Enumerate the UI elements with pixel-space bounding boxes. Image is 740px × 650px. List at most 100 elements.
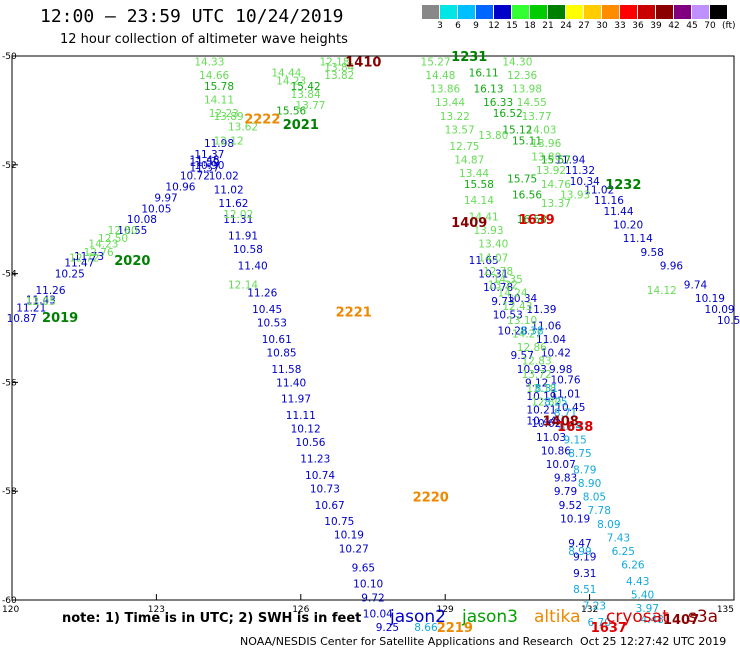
wave-height-value: 11.02 xyxy=(214,184,244,196)
wave-height-value: 8.79 xyxy=(573,464,596,476)
wave-height-value: 13.18 xyxy=(526,383,556,395)
pass-time-label: 2021 xyxy=(283,118,319,133)
wave-height-value: 11.73 xyxy=(74,251,104,263)
wave-height-value: 11.94 xyxy=(555,154,585,166)
scale-swatch xyxy=(566,5,583,19)
wave-height-value: 11.01 xyxy=(551,388,581,400)
wave-height-value: 10.45 xyxy=(252,304,282,316)
wave-height-value: 11.02 xyxy=(584,184,614,196)
wave-height-value: 10.55 xyxy=(117,225,147,237)
lon-tick-label: 126 xyxy=(292,605,309,615)
wave-height-value: 8.75 xyxy=(568,448,591,460)
wave-height-value: 15.57 xyxy=(541,154,571,166)
scale-label: 3 xyxy=(437,21,443,31)
wave-height-value: 9.74 xyxy=(684,279,708,291)
wave-height-value: 10.19 xyxy=(526,391,556,403)
wave-height-value: 13.44 xyxy=(459,168,489,180)
wave-height-value: 10.67 xyxy=(315,500,345,512)
pass-time-label: 1638 xyxy=(557,420,593,435)
wave-height-value: 9.47 xyxy=(568,538,591,550)
wave-height-value: 13.22 xyxy=(440,111,470,123)
generation-timestamp: Oct 25 12:27:42 UTC 2019 xyxy=(580,635,727,648)
scale-swatch xyxy=(584,5,601,19)
wave-height-value: 8.05 xyxy=(583,492,606,504)
wave-height-value: 10.19 xyxy=(334,530,364,542)
wave-height-value: 14.03 xyxy=(526,124,556,136)
wave-height-value: 12.80 xyxy=(531,396,561,408)
scale-swatch xyxy=(602,5,619,19)
wave-height-value: 8.84 xyxy=(559,421,583,433)
pass-time-label: 1231 xyxy=(451,50,487,65)
wave-height-value: 10.25 xyxy=(55,269,85,281)
pass-time-label: 2220 xyxy=(413,491,449,506)
scale-label: 36 xyxy=(632,21,644,31)
wave-height-value: 12.76 xyxy=(84,247,114,259)
wave-height-value: 12.18 xyxy=(319,56,349,68)
wave-height-value: 11.31 xyxy=(223,214,253,226)
lat-tick-label: -52 xyxy=(2,161,17,171)
wave-height-value: 11.11 xyxy=(286,410,316,422)
wave-height-value: 12.86 xyxy=(517,342,547,354)
wave-height-value: 10.75 xyxy=(324,516,354,528)
lat-tick-label: -56 xyxy=(2,378,17,388)
wave-height-value: 8.71 xyxy=(554,407,577,419)
wave-height-value: 13.10 xyxy=(507,315,537,327)
scale-label: 33 xyxy=(614,21,626,31)
lon-tick-label: 135 xyxy=(717,605,734,615)
wave-height-value: 13.40 xyxy=(478,239,508,251)
wave-height-value: 6.26 xyxy=(621,560,645,572)
wave-height-value: 9.83 xyxy=(554,473,577,485)
scale-unit: (ft) xyxy=(722,21,736,31)
wave-height-value: 11.37 xyxy=(194,149,224,161)
wave-height-value: 10.31 xyxy=(478,269,508,281)
wave-height-value: 10.44 xyxy=(526,415,556,427)
wave-height-value: 10.61 xyxy=(262,334,292,346)
wave-height-value: 14.87 xyxy=(454,154,484,166)
satellite-legend-jason3: jason3 xyxy=(462,607,518,627)
scale-swatch xyxy=(692,5,709,19)
wave-height-value: 16.56 xyxy=(512,190,542,202)
wave-height-value: 11.40 xyxy=(276,377,306,389)
wave-height-value: 12.02 xyxy=(223,209,253,221)
wave-height-value: 14.41 xyxy=(469,211,499,223)
wave-height-value: 12.80 xyxy=(108,225,138,237)
wave-height-value: 9.72 xyxy=(361,592,384,604)
wave-height-value: 14.23 xyxy=(276,75,306,87)
scale-label: 9 xyxy=(473,21,479,31)
wave-height-value: 10.78 xyxy=(483,282,513,294)
lon-tick-label: 120 xyxy=(2,605,19,615)
wave-height-value: 15.75 xyxy=(507,173,537,185)
wave-height-value: 13.77 xyxy=(522,111,552,123)
wave-height-value: 13.84 xyxy=(291,89,321,101)
wave-height-value: 10.27 xyxy=(339,543,369,555)
wave-height-value: 13.82 xyxy=(324,70,354,82)
scale-label: 30 xyxy=(596,21,608,31)
scale-swatch xyxy=(476,5,493,19)
scale-swatch xyxy=(494,5,511,19)
wave-height-value: 8.25 xyxy=(544,396,567,408)
pass-time-label: 1639 xyxy=(519,213,555,228)
satellite-legend-s3a: s3a xyxy=(688,607,719,627)
wave-height-value: 12.50 xyxy=(98,233,128,245)
satellite-legend-jason2: jason2 xyxy=(390,607,446,627)
wave-height-value: 13.98 xyxy=(512,84,542,96)
pass-time-label: 1408 xyxy=(543,414,579,429)
wave-height-value: 11.26 xyxy=(35,285,65,297)
wave-height-value: 9.12 xyxy=(525,377,548,389)
pass-time-label: 1409 xyxy=(451,216,487,231)
wave-height-value: 12.05 xyxy=(26,296,56,308)
wave-height-value: 9.25 xyxy=(376,622,399,634)
wave-height-value: 9.19 xyxy=(573,551,596,563)
lon-tick-label: 123 xyxy=(148,605,165,615)
wave-height-value: 10.21 xyxy=(526,405,556,417)
lat-tick-label: -54 xyxy=(2,270,17,280)
wave-height-value: 15.27 xyxy=(421,56,451,68)
wave-height-value: 10.04 xyxy=(363,609,393,621)
wave-height-value: 4.48 xyxy=(640,614,663,626)
wave-height-value: 9.15 xyxy=(563,435,586,447)
wave-height-value: 11.57 xyxy=(190,163,220,175)
wave-height-value: 12.72 xyxy=(69,252,99,264)
scale-swatch xyxy=(548,5,565,19)
